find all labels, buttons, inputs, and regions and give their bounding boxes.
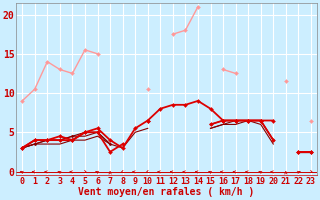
X-axis label: Vent moyen/en rafales ( km/h ): Vent moyen/en rafales ( km/h ) [78, 187, 255, 197]
